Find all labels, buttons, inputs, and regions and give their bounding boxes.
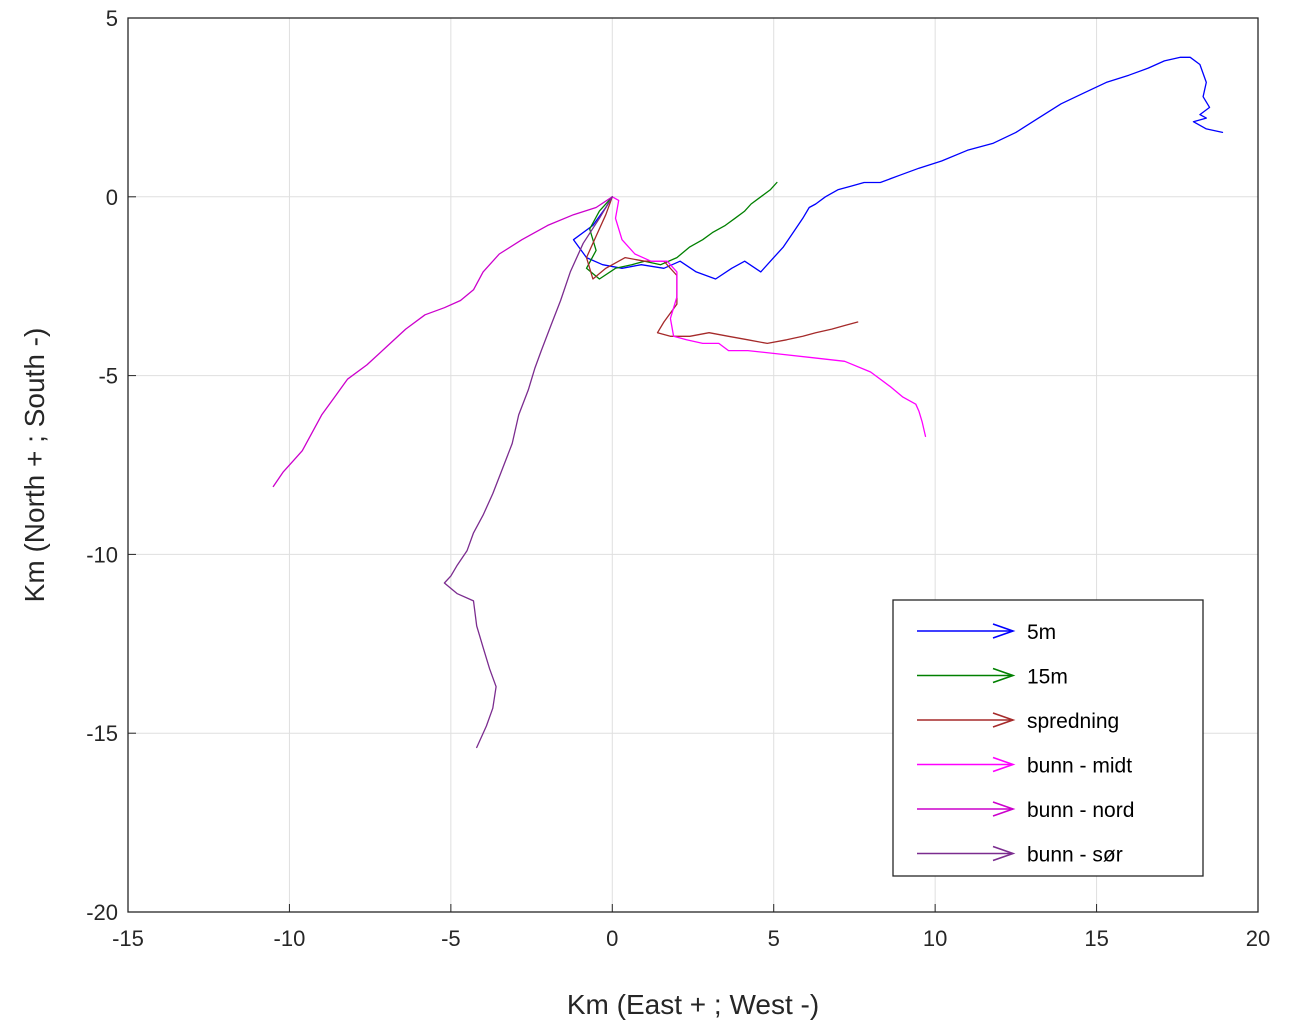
legend-label: bunn - nord xyxy=(1027,799,1134,822)
series-line-bunn-nord xyxy=(272,196,613,488)
legend-arrowhead-icon xyxy=(992,712,1016,728)
x-axis-label: Km (East + ; West -) xyxy=(567,989,819,1020)
legend-label: bunn - midt xyxy=(1027,755,1132,778)
legend-arrowhead-icon xyxy=(992,667,1016,684)
legend-arrowhead-icon xyxy=(992,623,1016,639)
legend-arrowhead-icon xyxy=(992,756,1016,773)
x-tick-label: 20 xyxy=(1246,926,1270,951)
series-line-15m xyxy=(585,181,778,280)
y-tick-label: -5 xyxy=(98,364,118,389)
tracks xyxy=(272,56,1224,749)
x-tick-label: -10 xyxy=(274,926,306,951)
legend-label: 5m xyxy=(1027,621,1056,644)
legend-entry: 15m xyxy=(917,666,1068,689)
plot-frame xyxy=(127,17,1259,913)
legend-entry: spredning xyxy=(917,710,1119,733)
x-tick-label: -15 xyxy=(112,926,144,951)
series-line-bunn-midt xyxy=(611,196,927,438)
y-tick-label: -15 xyxy=(86,721,118,746)
legend-entry: bunn - sør xyxy=(917,844,1123,867)
legend-entry: bunn - nord xyxy=(917,799,1134,822)
series-line-5m xyxy=(572,56,1224,280)
y-tick-label: 0 xyxy=(106,185,118,210)
legend-label: spredning xyxy=(1027,710,1119,733)
series-line-spredning xyxy=(585,196,859,345)
legend-label: 15m xyxy=(1027,666,1068,689)
x-tick-label: 10 xyxy=(923,926,947,951)
legend-arrowhead-icon xyxy=(992,801,1016,817)
y-tick-label: -10 xyxy=(86,542,118,567)
legend-box xyxy=(892,599,1204,877)
series-line-bunn-s-r xyxy=(443,196,613,749)
x-tick-label: 15 xyxy=(1084,926,1108,951)
legend-label: bunn - sør xyxy=(1027,844,1123,867)
x-tick-label: -5 xyxy=(441,926,461,951)
x-tick-label: 0 xyxy=(606,926,618,951)
legend-entry: 5m xyxy=(917,621,1056,644)
legend-entry: bunn - midt xyxy=(917,755,1132,778)
x-tick-label: 5 xyxy=(768,926,780,951)
legend-arrowhead-icon xyxy=(992,845,1016,862)
y-axis-label: Km (North + ; South -) xyxy=(19,328,50,603)
legend: 5m 15m spredning bunn - midt bunn - nord bunn… xyxy=(892,599,1204,877)
y-tick-label: -20 xyxy=(86,900,118,925)
y-tick-label: 5 xyxy=(106,6,118,31)
